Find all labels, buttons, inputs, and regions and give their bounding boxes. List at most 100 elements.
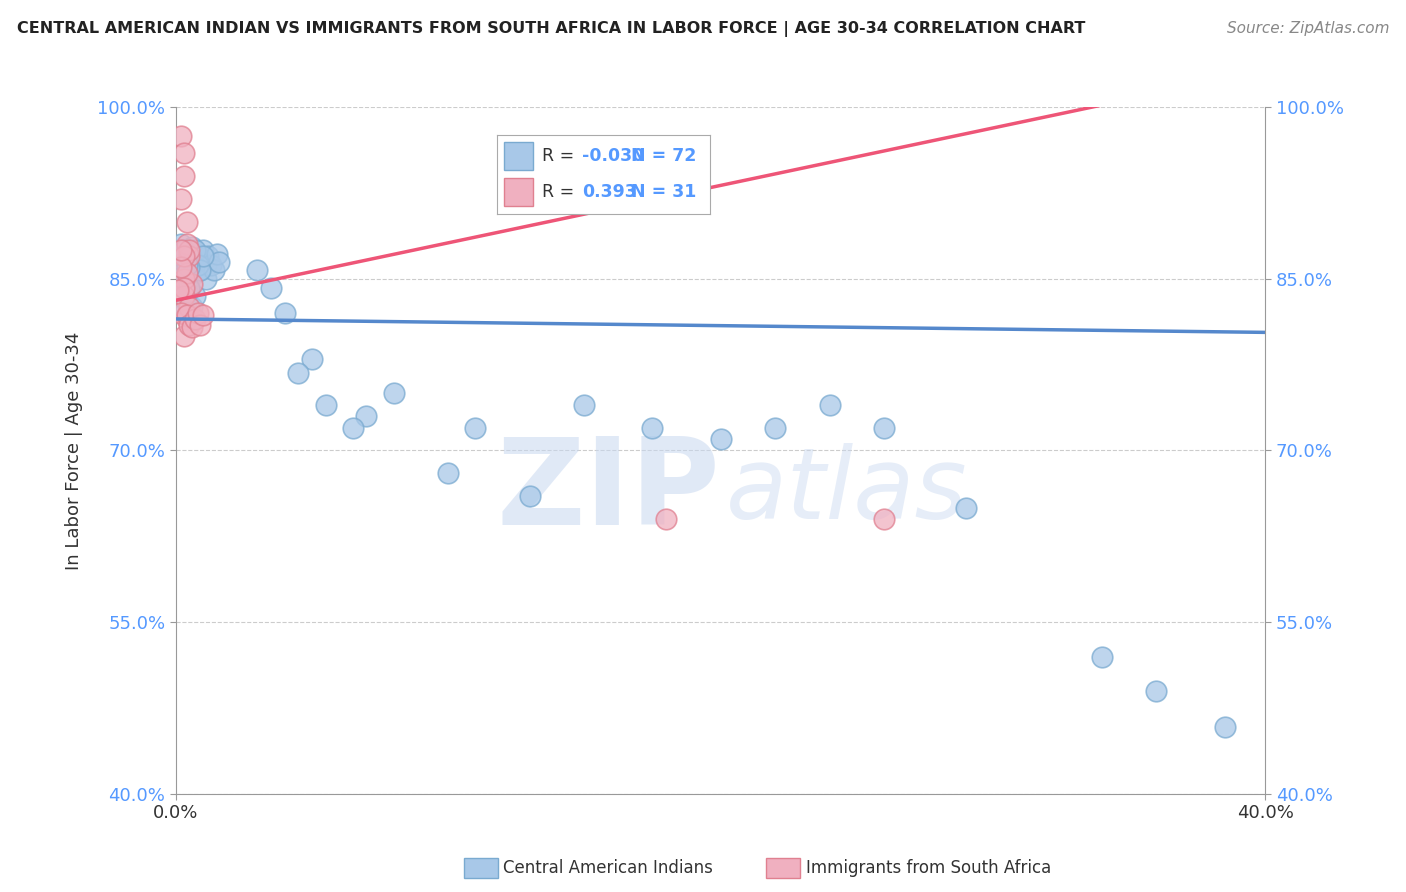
Point bbox=[176, 266, 198, 280]
Point bbox=[873, 512, 896, 526]
Point bbox=[191, 243, 214, 257]
Point bbox=[170, 277, 193, 292]
Point bbox=[170, 192, 193, 206]
Point bbox=[173, 272, 195, 286]
Point bbox=[173, 249, 195, 263]
Point bbox=[170, 128, 193, 143]
Point bbox=[873, 420, 896, 434]
Point bbox=[173, 243, 195, 257]
Point bbox=[173, 281, 195, 295]
Point bbox=[188, 262, 211, 277]
Point bbox=[173, 169, 195, 183]
Point bbox=[176, 249, 198, 263]
Point bbox=[186, 306, 209, 320]
Text: 0.393: 0.393 bbox=[582, 183, 637, 201]
Point bbox=[170, 262, 193, 277]
Point bbox=[179, 262, 201, 277]
Point bbox=[179, 283, 201, 297]
Point bbox=[176, 237, 198, 252]
Point bbox=[173, 145, 195, 160]
Point bbox=[176, 311, 198, 326]
Text: N = 72: N = 72 bbox=[631, 147, 696, 165]
Point bbox=[191, 254, 214, 268]
Text: R =: R = bbox=[541, 147, 579, 165]
Point bbox=[519, 489, 541, 503]
Point bbox=[173, 289, 195, 303]
Point bbox=[173, 258, 195, 272]
Point bbox=[181, 240, 204, 254]
Point bbox=[179, 246, 201, 260]
Text: Central American Indians: Central American Indians bbox=[503, 859, 713, 877]
Point bbox=[200, 258, 222, 272]
Point bbox=[260, 281, 283, 295]
Point bbox=[205, 246, 228, 260]
Point bbox=[170, 266, 193, 280]
Point bbox=[186, 258, 209, 272]
Point bbox=[181, 301, 204, 315]
Point bbox=[202, 262, 225, 277]
Point bbox=[641, 420, 664, 434]
Point bbox=[179, 249, 201, 263]
Point bbox=[184, 266, 207, 280]
Text: CENTRAL AMERICAN INDIAN VS IMMIGRANTS FROM SOUTH AFRICA IN LABOR FORCE | AGE 30-: CENTRAL AMERICAN INDIAN VS IMMIGRANTS FR… bbox=[17, 21, 1085, 37]
Point bbox=[176, 285, 198, 300]
Point bbox=[955, 500, 977, 515]
Point bbox=[1091, 649, 1114, 664]
Point bbox=[176, 258, 198, 272]
Point bbox=[184, 243, 207, 257]
Point bbox=[181, 277, 204, 292]
Point bbox=[356, 409, 378, 424]
Point bbox=[382, 386, 405, 401]
Point bbox=[179, 243, 201, 257]
Text: R =: R = bbox=[541, 183, 579, 201]
Point bbox=[655, 512, 678, 526]
Text: Source: ZipAtlas.com: Source: ZipAtlas.com bbox=[1226, 21, 1389, 36]
Point bbox=[184, 249, 207, 263]
Point bbox=[188, 251, 211, 265]
Point bbox=[181, 260, 204, 275]
Text: ZIP: ZIP bbox=[496, 434, 721, 550]
Point bbox=[181, 251, 204, 265]
Point bbox=[179, 254, 201, 268]
Point bbox=[186, 246, 209, 260]
Point bbox=[179, 281, 201, 295]
Text: -0.030: -0.030 bbox=[582, 147, 644, 165]
Point bbox=[176, 309, 198, 323]
Point bbox=[710, 432, 733, 446]
Point bbox=[301, 351, 323, 366]
Point bbox=[173, 272, 195, 286]
Point bbox=[342, 420, 364, 434]
Text: N = 31: N = 31 bbox=[631, 183, 696, 201]
Point bbox=[1213, 721, 1236, 735]
Point bbox=[176, 294, 198, 309]
Point bbox=[763, 420, 786, 434]
Point bbox=[1144, 684, 1167, 698]
Point bbox=[173, 306, 195, 320]
Point bbox=[170, 249, 193, 263]
Point bbox=[191, 309, 214, 323]
Point bbox=[170, 243, 193, 257]
Point bbox=[184, 289, 207, 303]
Point bbox=[246, 262, 269, 277]
Point bbox=[274, 306, 297, 320]
Point bbox=[179, 301, 201, 315]
Point bbox=[176, 214, 198, 228]
Point bbox=[173, 329, 195, 343]
Point bbox=[170, 306, 193, 320]
Point bbox=[208, 254, 231, 268]
Point bbox=[173, 249, 195, 263]
Point bbox=[191, 249, 214, 263]
Point bbox=[184, 311, 207, 326]
Point bbox=[176, 246, 198, 260]
Point bbox=[464, 420, 486, 434]
Bar bbox=[503, 143, 533, 170]
Point bbox=[173, 254, 195, 268]
Point bbox=[176, 309, 198, 323]
Point bbox=[179, 318, 201, 332]
Point bbox=[181, 319, 204, 334]
Point bbox=[194, 272, 217, 286]
Point bbox=[818, 398, 841, 412]
Point bbox=[179, 260, 201, 275]
Point bbox=[186, 254, 209, 268]
Point bbox=[194, 258, 217, 272]
